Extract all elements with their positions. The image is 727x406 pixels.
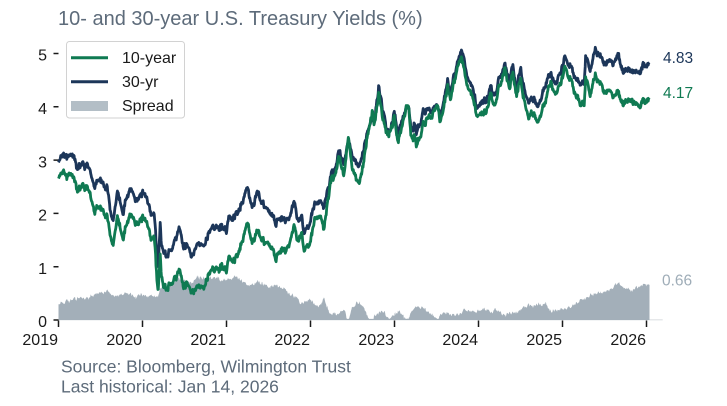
- svg-text:2019: 2019: [22, 332, 58, 349]
- svg-text:3: 3: [38, 154, 47, 171]
- svg-text:0: 0: [38, 314, 47, 331]
- svg-text:2020: 2020: [106, 332, 142, 349]
- svg-text:Spread: Spread: [122, 98, 174, 115]
- svg-text:1: 1: [38, 261, 47, 278]
- svg-text:2023: 2023: [358, 332, 394, 349]
- svg-text:2022: 2022: [274, 332, 310, 349]
- svg-text:4.83: 4.83: [663, 50, 693, 67]
- svg-text:2025: 2025: [526, 332, 562, 349]
- svg-text:2021: 2021: [190, 332, 226, 349]
- svg-text:2026: 2026: [610, 332, 646, 349]
- svg-text:2: 2: [38, 208, 47, 225]
- svg-text:4.17: 4.17: [663, 85, 693, 102]
- svg-text:30-yr: 30-yr: [122, 74, 159, 91]
- svg-text:2024: 2024: [442, 332, 478, 349]
- svg-text:5: 5: [38, 48, 47, 65]
- svg-text:10- and 30-year U.S. Treasury: 10- and 30-year U.S. Treasury Yields (%): [58, 8, 423, 30]
- svg-text:0.66: 0.66: [662, 272, 692, 289]
- svg-text:10-year: 10-year: [122, 50, 177, 67]
- svg-text:4: 4: [38, 101, 47, 118]
- svg-text:Source: Bloomberg, Wilmington: Source: Bloomberg, Wilmington Trust: [61, 356, 351, 376]
- svg-text:Last historical: Jan 14, 2026: Last historical: Jan 14, 2026: [61, 376, 279, 396]
